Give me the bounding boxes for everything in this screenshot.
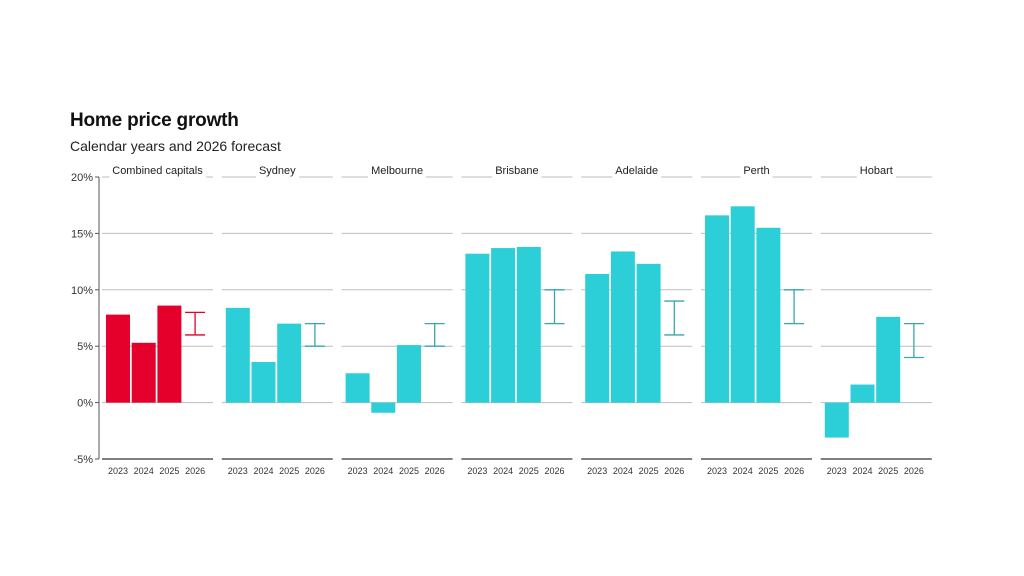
bar-melbourne-2025 (397, 345, 421, 403)
bar-combined-capitals-2023 (106, 314, 130, 403)
bar-sydney-2024 (251, 361, 276, 403)
panel-label-combined-capitals: Combined capitals (112, 165, 203, 177)
x-tick-label-melbourne: 2023 (348, 466, 368, 476)
panel-label-backdrop (492, 165, 542, 178)
x-tick-label-sydney: 2026 (305, 466, 325, 476)
bar-combined-capitals-2024 (131, 342, 156, 403)
x-tick-label-sydney: 2024 (253, 466, 273, 476)
bar-sydney-2025 (277, 323, 302, 403)
x-tick-label-brisbane: 2024 (493, 466, 513, 476)
panel-label-perth: Perth (743, 165, 769, 177)
bar-sydney-2023 (225, 307, 250, 403)
panel-label-sydney: Sydney (259, 165, 296, 177)
bar-adelaide-2024 (610, 251, 635, 403)
x-tick-label-sydney: 2025 (279, 466, 299, 476)
panel-label-brisbane: Brisbane (495, 165, 538, 177)
bar-brisbane-2025 (516, 246, 541, 403)
chart-title: Home price growth (70, 110, 239, 131)
x-tick-label-perth: 2025 (758, 466, 778, 476)
y-tick-label: 0% (77, 398, 93, 410)
panel-label-melbourne: Melbourne (371, 165, 423, 177)
bar-hobart-2025 (876, 316, 901, 403)
x-tick-label-adelaide: 2026 (664, 466, 684, 476)
panel-label-backdrop (856, 165, 896, 178)
bar-perth-2025 (756, 227, 781, 403)
x-tick-label-combined-capitals: 2025 (159, 466, 179, 476)
x-tick-label-combined-capitals: 2024 (134, 466, 154, 476)
bar-brisbane-2024 (491, 248, 516, 403)
x-tick-label-perth: 2023 (707, 466, 727, 476)
panel-label-backdrop (740, 165, 773, 178)
x-tick-label-melbourne: 2025 (399, 466, 419, 476)
bar-perth-2024 (730, 206, 755, 403)
panel-label-backdrop (612, 165, 662, 178)
bar-perth-2023 (705, 215, 729, 403)
bar-melbourne-2024 (371, 402, 396, 413)
bar-melbourne-2023 (345, 373, 370, 403)
y-tick-label: 15% (71, 228, 93, 240)
x-tick-label-hobart: 2026 (904, 466, 924, 476)
panel-label-backdrop (255, 165, 300, 178)
x-tick-label-combined-capitals: 2026 (185, 466, 205, 476)
panel-label-adelaide: Adelaide (615, 165, 658, 177)
x-tick-label-adelaide: 2023 (587, 466, 607, 476)
x-tick-label-hobart: 2024 (852, 466, 872, 476)
x-tick-label-brisbane: 2023 (467, 466, 487, 476)
y-tick-label: 10% (71, 285, 93, 297)
y-tick-label: -5% (73, 454, 93, 466)
x-tick-label-perth: 2024 (733, 466, 753, 476)
bar-hobart-2023 (824, 402, 849, 438)
bar-adelaide-2023 (585, 274, 610, 403)
x-tick-label-brisbane: 2025 (519, 466, 539, 476)
x-tick-label-melbourne: 2026 (425, 466, 445, 476)
x-tick-label-perth: 2026 (784, 466, 804, 476)
x-tick-label-hobart: 2023 (827, 466, 847, 476)
bar-adelaide-2025 (636, 263, 661, 403)
y-tick-label: 5% (77, 341, 93, 353)
y-tick-label: 20% (71, 172, 93, 184)
x-tick-label-combined-capitals: 2023 (108, 466, 128, 476)
panel-label-backdrop (368, 165, 427, 178)
bar-hobart-2024 (850, 384, 875, 403)
x-tick-label-hobart: 2025 (878, 466, 898, 476)
x-tick-label-adelaide: 2025 (639, 466, 659, 476)
x-tick-label-brisbane: 2026 (544, 466, 564, 476)
bar-combined-capitals-2025 (157, 305, 182, 403)
x-tick-label-sydney: 2023 (228, 466, 248, 476)
chart-subtitle: Calendar years and 2026 forecast (70, 138, 281, 154)
panel-label-hobart: Hobart (860, 165, 893, 177)
bar-brisbane-2023 (465, 253, 490, 403)
panel-label-backdrop (109, 165, 207, 178)
x-tick-label-melbourne: 2024 (373, 466, 393, 476)
x-tick-label-adelaide: 2024 (613, 466, 633, 476)
